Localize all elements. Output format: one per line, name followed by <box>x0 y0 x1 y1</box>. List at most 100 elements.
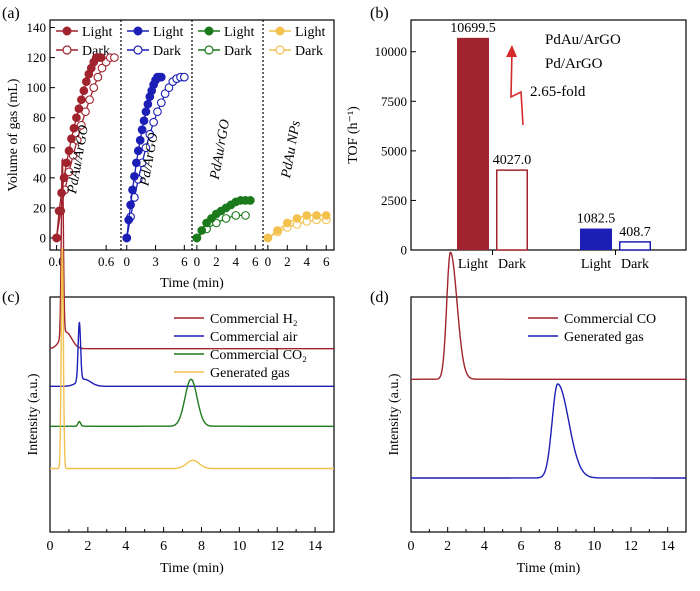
y-tick-label-a: 120 <box>27 50 47 65</box>
legend-label: Generated gas <box>210 366 290 381</box>
y-tick-label-a: 140 <box>27 20 47 35</box>
y-axis-label-b: TOF (h⁻¹) <box>346 106 361 164</box>
data-point-light <box>124 215 134 225</box>
x-tick-label: 8 <box>554 539 561 554</box>
legend-label-dark: Dark <box>224 44 252 59</box>
data-point-light <box>128 185 137 195</box>
panel-label: (d) <box>370 289 389 306</box>
data-point-light <box>79 86 89 96</box>
x-tick-label-a: 0.6 <box>98 254 115 269</box>
axes-frame <box>49 296 335 533</box>
data-point-light <box>81 77 91 86</box>
legend-label: Commercial CO₂ <box>210 348 307 363</box>
trace-line <box>411 251 686 380</box>
data-point-light <box>197 226 207 235</box>
data-point-dark <box>145 129 155 139</box>
data-point-light <box>192 233 202 243</box>
data-point-light <box>96 53 106 62</box>
legend-label-light: Light <box>224 25 254 40</box>
data-point-light <box>64 146 74 156</box>
data-point-light <box>69 123 79 133</box>
x-tick-label: 4 <box>122 539 129 554</box>
y-tick-label-a: 60 <box>33 140 46 155</box>
data-point-dark <box>110 53 119 62</box>
data-point-dark <box>97 63 107 73</box>
x-tick-label: 8 <box>198 539 205 554</box>
panel-label-a: (a) <box>2 5 20 22</box>
legend-label: Commercial CO <box>564 312 656 327</box>
legend-label: Generated gas <box>564 330 644 345</box>
fold-arrow-line <box>510 49 524 126</box>
x-tick-label: 12 <box>624 539 638 554</box>
legend-label: Commercial air <box>210 330 298 345</box>
data-point-light <box>74 104 84 114</box>
data-point-light <box>72 113 81 123</box>
data-point-dark <box>179 72 189 82</box>
data-point-dark <box>231 211 241 220</box>
x-tick-label: 0 <box>408 539 415 554</box>
data-point-dark <box>141 143 151 153</box>
data-point-light <box>132 158 141 168</box>
y-tick-label-a: 20 <box>33 200 46 215</box>
y-tick-label-b: 2500 <box>381 193 407 208</box>
legend-marker-dark <box>275 45 285 55</box>
data-point-light <box>52 233 61 243</box>
legend-label-light: Light <box>153 25 183 40</box>
sample-name-label: PdAu/rGO <box>208 118 233 181</box>
x-category-label: Dark <box>621 257 649 272</box>
trace-line <box>50 378 334 427</box>
x-axis-label: Time (min) <box>160 561 224 576</box>
sample-name-label: PdAu NPs <box>279 119 304 180</box>
x-tick-label-a: 0 <box>265 254 272 269</box>
data-point-light <box>139 116 149 126</box>
axes-frame-b <box>410 19 687 251</box>
legend-marker-light <box>133 26 143 36</box>
y-tick-label-b: 10000 <box>375 44 408 59</box>
x-tick-label: 14 <box>661 539 675 554</box>
legend-marker-light <box>62 26 72 36</box>
x-tick-label: 14 <box>308 539 322 554</box>
legend-label: Commercial H₂ <box>210 312 298 327</box>
x-tick-label-a: 6 <box>252 254 259 269</box>
x-tick-label-a: 0 <box>124 254 131 269</box>
x-tick-label: 10 <box>587 539 601 554</box>
x-tick-label: 2 <box>84 539 91 554</box>
legend-label-dark: Dark <box>295 44 323 59</box>
trace-line <box>49 157 334 350</box>
bar-value-label: 1082.5 <box>577 212 616 227</box>
y-axis-label-a: Volume of gas (mL) <box>6 78 21 191</box>
x-axis-label-a: Time (min) <box>160 276 224 291</box>
x-tick-label: 6 <box>160 539 167 554</box>
x-category-label: Light <box>458 257 488 272</box>
data-point-dark <box>89 83 99 92</box>
data-point-light <box>141 107 151 117</box>
bar-light <box>457 37 489 251</box>
x-category-label: Dark <box>498 257 526 272</box>
x-axis-label: Time (min) <box>517 561 581 576</box>
y-axis-label: Intensity (a.u.) <box>26 373 41 455</box>
x-tick-label: 12 <box>270 539 284 554</box>
bar-dark <box>496 169 528 251</box>
panel-label-b: (b) <box>370 5 389 22</box>
data-point-light <box>137 125 147 135</box>
y-tick-label-a: 40 <box>33 170 46 185</box>
bar-dark <box>619 241 651 251</box>
legend-marker-light <box>204 26 214 36</box>
x-tick-label-a: 4 <box>304 254 311 269</box>
y-tick-label-a: 100 <box>27 80 47 95</box>
x-tick-label: 6 <box>518 539 525 554</box>
data-point-light <box>126 200 135 210</box>
legend-marker-dark <box>133 45 143 55</box>
data-point-dark <box>153 107 162 117</box>
legend-label-dark: Dark <box>153 44 181 59</box>
legend-group-label: PdAu/ArGO <box>545 32 621 48</box>
data-point-light <box>302 211 312 220</box>
y-axis-label: Intensity (a.u.) <box>387 373 402 455</box>
data-point-dark <box>241 211 250 220</box>
data-point-light <box>143 99 153 109</box>
panel-d: (d) 0 2 4 6 8 10 12 14 Time (min) Intensity (a.u.)… <box>370 251 687 576</box>
x-tick-label: 2 <box>444 539 451 554</box>
bar-value-label: 10699.5 <box>450 21 496 36</box>
